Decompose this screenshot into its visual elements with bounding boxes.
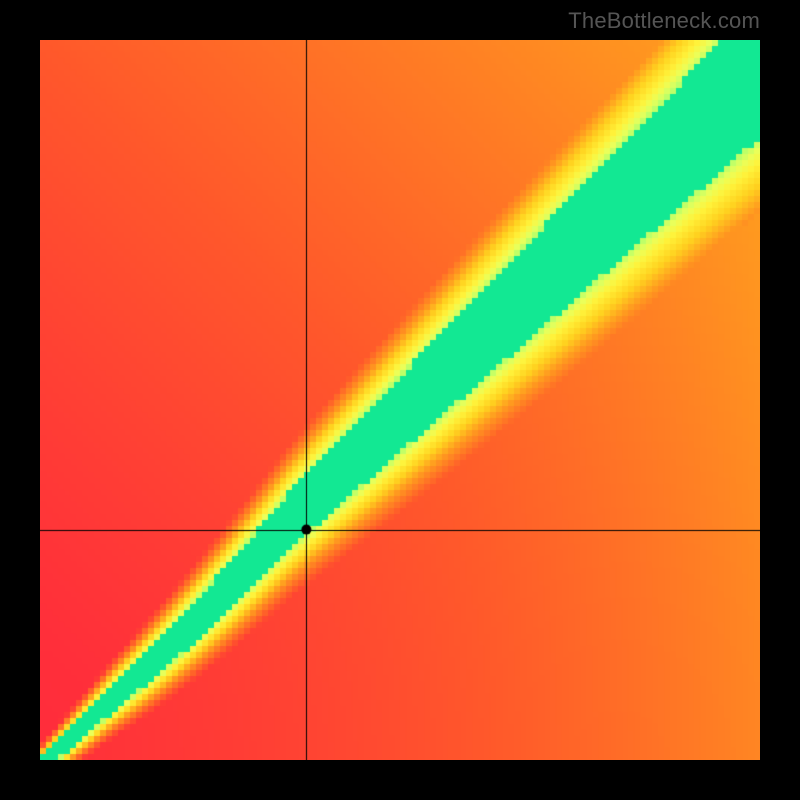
bottleneck-heatmap — [40, 40, 760, 760]
watermark-text: TheBottleneck.com — [568, 8, 760, 34]
heatmap-canvas — [40, 40, 760, 760]
